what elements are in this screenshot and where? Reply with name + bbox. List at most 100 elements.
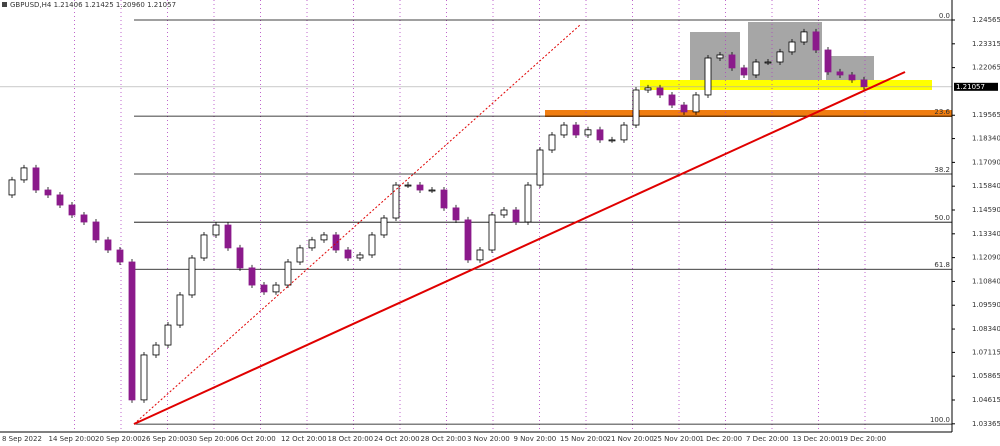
candle-body [128,261,136,401]
x-tick-label: 14 Sep 20:00 [49,435,96,443]
candle-body [524,184,532,223]
candle-body [308,239,316,249]
candle-body [836,71,844,76]
candle-body [476,249,484,261]
candle-body [188,257,196,296]
trend-lines [133,24,906,425]
candle-body [692,94,700,113]
candle-body [320,234,328,241]
candle-body [596,129,604,141]
chart-title: GBPUSD,H4 1.21406 1.21425 1.20960 1.2105… [10,1,176,9]
candle-body [560,124,568,136]
x-tick-label: 7 Dec 20:00 [746,435,789,443]
candle-body [140,354,148,401]
x-tick-label: 19 Dec 20:00 [839,435,886,443]
candle-body [788,41,796,53]
x-tick-label: 28 Oct 20:00 [421,435,467,443]
candle-body [620,124,628,141]
candle-body [572,124,580,136]
y-tick-label: 1.13340 [972,230,1000,238]
candle-body [236,247,244,269]
y-tick-label: 1.22065 [972,64,1000,72]
x-tick-label: 21 Nov 20:00 [607,435,654,443]
candle-body [500,209,508,216]
candle-body [428,189,436,192]
last-price-label: 1.21057 [956,83,985,91]
fib-label: 50.0 [934,214,950,222]
candle-body [632,89,640,126]
candle-body [248,267,256,286]
candle-body [392,184,400,219]
candle-body [548,134,556,151]
candle-body [608,139,616,142]
candle-body [152,344,160,356]
candle-body [44,189,52,196]
last-price-tag [954,82,998,91]
candle-body [812,31,820,51]
candle-body [92,221,100,241]
candle-body [800,31,808,43]
candle-body [284,261,292,286]
candle-body [104,239,112,251]
fib-label: 23.6 [934,108,950,116]
candle-body [368,234,376,256]
x-tick-label: 12 Oct 20:00 [281,435,327,443]
candle-body [200,234,208,259]
y-tick-label: 1.14590 [972,206,1000,214]
fib-label: 38.2 [934,166,950,174]
candle-body [212,224,220,236]
candle-body [80,214,88,223]
y-tick-label: 1.07115 [972,348,1000,356]
y-tick-label: 1.12090 [972,254,1000,262]
x-tick-label: 3 Nov 20:00 [467,435,510,443]
candle-body [584,129,592,136]
candle-body [536,149,544,186]
candle-body [116,249,124,263]
candle-body [176,294,184,326]
candle-body [296,247,304,263]
candle-body [224,224,232,249]
x-tick-label: 15 Nov 20:00 [560,435,607,443]
x-tick-label: 18 Oct 20:00 [328,435,374,443]
candle-body [404,184,412,187]
y-tick-label: 1.08340 [972,325,1000,333]
candle-body [464,219,472,261]
candle-body [644,87,652,91]
candle-body [332,234,340,251]
candle-body [656,87,664,96]
candle-body [164,324,172,346]
x-tick-label: 8 Sep 2022 [2,435,42,443]
candle-body [776,51,784,63]
grid: 0.0 23.6 38.2 50.0 61.8 100.0 [0,0,952,432]
y-tick-label: 1.10840 [972,277,1000,285]
y-tick-label: 1.19565 [972,111,1000,119]
candle-body [68,204,76,216]
candle-body [32,167,40,191]
y-tick-label: 1.05865 [972,372,1000,380]
support-zone [640,80,932,90]
x-tick-label: 9 Nov 20:00 [514,435,557,443]
candle-body [740,67,748,76]
candle-body [716,54,724,59]
x-tick-label: 6 Oct 20:00 [235,435,276,443]
trend-line [133,71,906,425]
x-tick-label: 25 Nov 20:00 [653,435,700,443]
fib-label: 100.0 [930,416,950,424]
candle-body [8,179,16,196]
candle-body [860,79,868,88]
chart-icon [2,2,7,7]
y-tick-label: 1.09590 [972,301,1000,309]
x-tick-label: 20 Sep 20:00 [95,435,142,443]
fib-label: 0.0 [939,12,950,20]
y-tick-label: 1.15840 [972,182,1000,190]
candle-body [512,209,520,223]
support-zone [545,110,952,117]
y-tick-label: 1.04615 [972,396,1000,404]
candles [8,28,868,403]
y-tick-label: 1.03365 [972,420,1000,428]
candle-body [680,104,688,113]
x-tick-label: 26 Sep 20:00 [142,435,189,443]
candle-body [848,74,856,81]
candle-body [380,217,388,236]
candle-body [668,94,676,106]
